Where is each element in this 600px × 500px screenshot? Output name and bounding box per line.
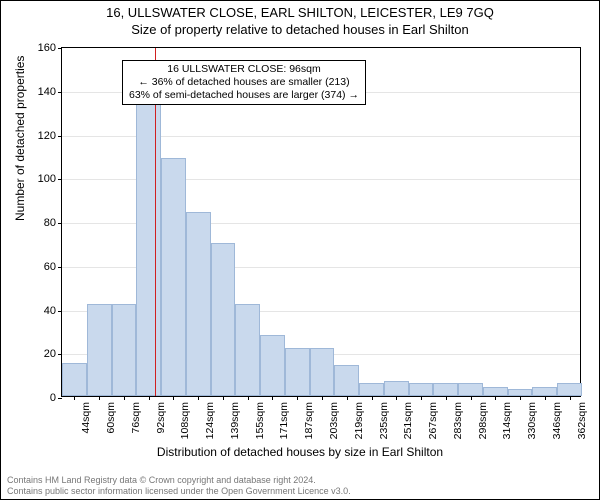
xtick-mark xyxy=(347,396,348,400)
histogram-bar xyxy=(557,383,582,396)
plot-region: 02040608010012014016044sqm60sqm76sqm92sq… xyxy=(61,47,581,397)
xtick-label: 219sqm xyxy=(353,402,365,439)
xtick-label: 298sqm xyxy=(477,402,489,439)
xtick-mark xyxy=(372,396,373,400)
xtick-label: 314sqm xyxy=(501,402,513,439)
footer-line-2: Contains public sector information licen… xyxy=(7,486,351,497)
histogram-bar xyxy=(334,365,359,396)
xtick-mark xyxy=(74,396,75,400)
histogram-bar xyxy=(260,335,285,396)
histogram-bar xyxy=(62,363,87,396)
histogram-bar xyxy=(285,348,310,396)
xtick-mark xyxy=(248,396,249,400)
xtick-mark xyxy=(570,396,571,400)
x-axis-label: Distribution of detached houses by size … xyxy=(1,445,599,459)
xtick-label: 124sqm xyxy=(204,402,216,439)
xtick-mark xyxy=(446,396,447,400)
histogram-bar xyxy=(112,304,137,396)
xtick-mark xyxy=(124,396,125,400)
ytick-label: 40 xyxy=(44,305,62,317)
xtick-label: 108sqm xyxy=(179,402,191,439)
y-axis-label: Number of detached properties xyxy=(13,56,27,221)
histogram-bar xyxy=(483,387,508,396)
histogram-bar xyxy=(458,383,483,396)
histogram-bar xyxy=(310,348,335,396)
ytick-label: 60 xyxy=(44,261,62,273)
xtick-mark xyxy=(471,396,472,400)
xtick-label: 346sqm xyxy=(551,402,563,439)
xtick-label: 92sqm xyxy=(155,402,167,434)
ytick-label: 100 xyxy=(38,173,62,185)
callout-line: 16 ULLSWATER CLOSE: 96sqm xyxy=(129,63,359,76)
xtick-label: 330sqm xyxy=(526,402,538,439)
histogram-bar xyxy=(409,383,434,396)
ytick-label: 140 xyxy=(38,86,62,98)
xtick-mark xyxy=(545,396,546,400)
xtick-label: 362sqm xyxy=(576,402,588,439)
histogram-bar xyxy=(235,304,260,396)
xtick-mark xyxy=(322,396,323,400)
xtick-label: 171sqm xyxy=(278,402,290,439)
histogram-bar xyxy=(359,383,384,396)
xtick-mark xyxy=(396,396,397,400)
xtick-mark xyxy=(297,396,298,400)
xtick-label: 155sqm xyxy=(254,402,266,439)
histogram-bar xyxy=(211,243,236,396)
histogram-bar xyxy=(384,381,409,396)
xtick-mark xyxy=(495,396,496,400)
histogram-bar xyxy=(161,158,186,396)
xtick-label: 251sqm xyxy=(402,402,414,439)
xtick-label: 187sqm xyxy=(303,402,315,439)
xtick-mark xyxy=(173,396,174,400)
xtick-mark xyxy=(421,396,422,400)
xtick-mark xyxy=(99,396,100,400)
xtick-mark xyxy=(272,396,273,400)
xtick-label: 44sqm xyxy=(80,402,92,434)
footer-attribution: Contains HM Land Registry data © Crown c… xyxy=(7,475,351,497)
footer-line-1: Contains HM Land Registry data © Crown c… xyxy=(7,475,351,486)
callout-line: ← 36% of detached houses are smaller (21… xyxy=(129,76,359,89)
xtick-mark xyxy=(198,396,199,400)
xtick-label: 283sqm xyxy=(452,402,464,439)
ytick-label: 0 xyxy=(50,392,62,404)
xtick-label: 203sqm xyxy=(328,402,340,439)
callout-box: 16 ULLSWATER CLOSE: 96sqm← 36% of detach… xyxy=(122,60,366,105)
xtick-mark xyxy=(520,396,521,400)
xtick-label: 267sqm xyxy=(427,402,439,439)
xtick-label: 76sqm xyxy=(130,402,142,434)
histogram-bar xyxy=(433,383,458,396)
chart-area: 02040608010012014016044sqm60sqm76sqm92sq… xyxy=(61,47,581,397)
xtick-label: 139sqm xyxy=(229,402,241,439)
histogram-bar xyxy=(136,83,161,396)
histogram-bar xyxy=(87,304,112,396)
page-title: 16, ULLSWATER CLOSE, EARL SHILTON, LEICE… xyxy=(1,1,599,22)
callout-line: 63% of semi-detached houses are larger (… xyxy=(129,89,359,102)
ytick-label: 120 xyxy=(38,130,62,142)
histogram-bar xyxy=(186,212,211,396)
ytick-label: 80 xyxy=(44,217,62,229)
xtick-mark xyxy=(149,396,150,400)
xtick-mark xyxy=(223,396,224,400)
xtick-label: 60sqm xyxy=(105,402,117,434)
ytick-label: 20 xyxy=(44,348,62,360)
xtick-label: 235sqm xyxy=(378,402,390,439)
page-subtitle: Size of property relative to detached ho… xyxy=(1,22,599,39)
chart-container: 16, ULLSWATER CLOSE, EARL SHILTON, LEICE… xyxy=(0,0,600,500)
histogram-bar xyxy=(532,387,557,396)
ytick-label: 160 xyxy=(38,42,62,54)
